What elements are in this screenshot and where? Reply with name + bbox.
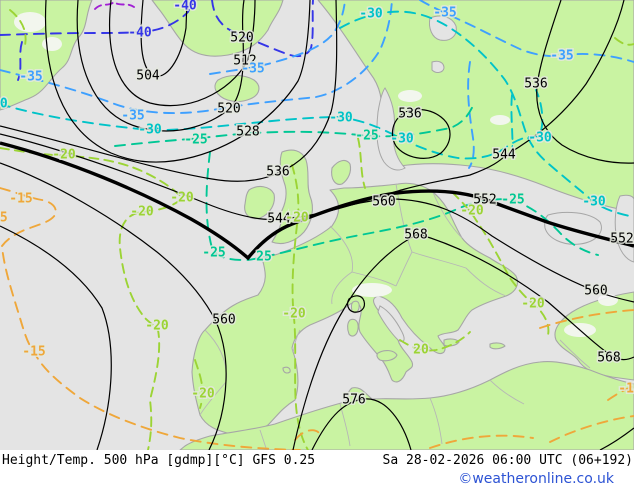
land-iceland <box>214 74 260 103</box>
contour-560-west <box>0 162 227 450</box>
contour-label: 520 <box>230 31 253 46</box>
temp-contour-minus25 <box>114 102 599 261</box>
contour-536-east <box>536 0 634 164</box>
sea-gulf-of-bothnia <box>376 87 406 171</box>
contour-label: -35 <box>19 70 42 85</box>
contour-label: -30 <box>0 97 8 112</box>
inner-seas-layer <box>376 15 634 343</box>
contour-label: -30 <box>329 111 353 126</box>
contour-512 <box>108 0 256 107</box>
contour-568-corsica-ring <box>347 295 366 313</box>
lake-ladoga <box>431 60 445 73</box>
contour-label: 512 <box>233 54 256 69</box>
contour-label: 576 <box>342 393 365 408</box>
contour-label: -15 <box>22 345 45 360</box>
contour-label: 528 <box>236 125 259 140</box>
contour-label: 544 <box>267 212 291 227</box>
land-ireland <box>244 185 275 220</box>
contour-576 <box>311 398 412 450</box>
contour-label: 552 <box>473 193 496 208</box>
contour-label: -20 <box>521 297 545 312</box>
temp-contour-minus40 <box>0 0 314 81</box>
land-cyprus <box>489 342 506 350</box>
sea-white-sea <box>429 15 457 41</box>
temp-contour-minus45 <box>94 0 135 10</box>
contour-label: 552 <box>610 232 633 247</box>
valid-time: Sa 28-02-2026 06:00 UTC (06+192) <box>382 453 633 468</box>
contour-536-loop <box>391 108 451 159</box>
temp-contour-minus30 <box>0 10 634 218</box>
land-sicily <box>376 350 398 362</box>
land-crete <box>443 338 460 347</box>
contour-552-bold <box>0 141 634 261</box>
contour-520 <box>76 0 245 132</box>
contour-label: -35 <box>241 62 264 77</box>
contour-label: -20 <box>285 211 309 226</box>
height-contours <box>0 0 634 450</box>
chart-title: Height/Temp. 500 hPa [gdmp][°C] GFS 0.25 <box>2 453 316 468</box>
contour-label: -30 <box>359 7 383 22</box>
land-corsica <box>350 300 360 314</box>
contour-568-west-branch <box>0 225 112 450</box>
credit-link[interactable]: ©weatheronline.co.uk <box>458 471 614 487</box>
contour-label: 504 <box>136 69 160 84</box>
temp-contour-minus15 <box>0 187 634 450</box>
contour-label: 536 <box>524 77 547 92</box>
contour-label: -20 <box>460 204 484 219</box>
land-sardinia <box>347 318 359 337</box>
contour-label: -35 <box>121 109 144 124</box>
contour-label: 560 <box>372 195 395 210</box>
contour-label: -40 <box>128 26 152 41</box>
contour-label: 536 <box>266 165 289 180</box>
contour-label: -35 <box>433 6 456 21</box>
contour-label: -25 <box>184 133 207 148</box>
contour-label: -30 <box>582 195 606 210</box>
contour-568-main <box>292 233 634 450</box>
contour-528 <box>44 0 311 163</box>
contour-label: 568 <box>597 351 620 366</box>
contour-label: -35 <box>550 49 573 64</box>
contour-label: -40 <box>173 0 197 14</box>
weather-map: 520 512 504 520 528 536 536 536 544 544 560 552 568 5… <box>0 0 634 450</box>
contour-560-east <box>286 198 634 303</box>
land-denmark <box>331 159 352 185</box>
contour-label: -20 <box>170 191 194 206</box>
contour-label: 568 <box>404 228 427 243</box>
land-balearics <box>282 366 291 374</box>
contour-label: -30 <box>138 123 162 138</box>
contour-504 <box>140 0 188 77</box>
contour-label: -15 <box>0 211 8 226</box>
sea-adriatic <box>377 305 405 343</box>
contour-label: -20 <box>52 148 76 163</box>
contour-label: -25 <box>202 246 225 261</box>
contour-label: 20 <box>413 343 429 358</box>
contour-label: -25 <box>355 129 378 144</box>
land-europe <box>191 182 519 437</box>
contour-label: 536 <box>398 107 421 122</box>
caption-bar: Height/Temp. 500 hPa [gdmp][°C] GFS 0.25… <box>0 450 634 490</box>
contour-label: -20 <box>282 307 306 322</box>
contour-label: 560 <box>584 284 607 299</box>
contour-label: -20 <box>145 319 169 334</box>
contour-label: -30 <box>528 131 552 146</box>
contour-576-corner <box>599 427 634 450</box>
contour-label: 560 <box>212 313 235 328</box>
contour-label: -25 <box>501 193 524 208</box>
contour-label: 544 <box>492 148 516 163</box>
contour-label: 25 <box>256 250 272 265</box>
contour-label: -30 <box>390 132 414 147</box>
contour-label: 520 <box>217 102 240 117</box>
contour-label-layer: 520 512 504 520 528 536 536 536 544 544 560 552 568 5… <box>0 0 634 409</box>
temp-contours <box>0 0 634 450</box>
contour-label: -20 <box>191 387 215 402</box>
contour-536-west <box>0 0 338 182</box>
contour-label: -15 <box>618 382 634 397</box>
contour-544 <box>0 0 625 221</box>
contour-label: -20 <box>130 205 154 220</box>
contour-label: -15 <box>9 192 32 207</box>
country-borders <box>199 183 591 449</box>
